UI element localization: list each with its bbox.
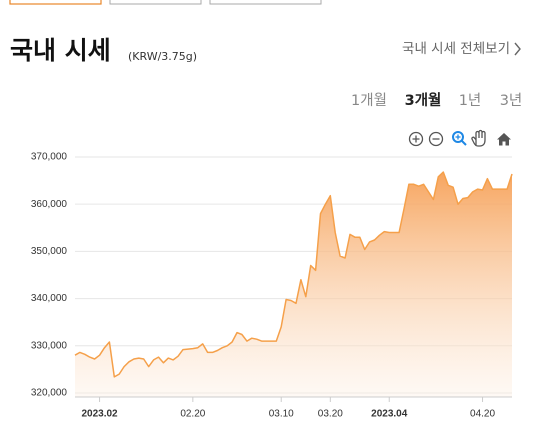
tab[interactable] (209, 0, 322, 5)
y-tick-label: 320,000 (31, 388, 68, 399)
x-tick-label: 02.20 (180, 409, 205, 420)
magnifier-icon[interactable] (452, 131, 467, 146)
chevron-icon[interactable] (514, 42, 521, 56)
period-button[interactable]: 1개월 (351, 92, 387, 109)
y-tick-label: 330,000 (31, 340, 68, 351)
y-tick-label: 370,000 (31, 152, 68, 163)
zoom-out-icon[interactable] (428, 131, 444, 147)
area-fill (75, 172, 512, 397)
pan-icon[interactable] (471, 129, 486, 147)
period-button[interactable]: 1년 (459, 92, 482, 109)
chart: 320,000 330,000 340,000 350,000 360,000 370,0… (31, 152, 513, 420)
price-line (74, 171, 513, 378)
y-tick-label: 350,000 (31, 246, 68, 257)
period-button[interactable]: 3개월 (405, 92, 442, 109)
y-tick-label: 340,000 (31, 293, 68, 304)
y-tick-label: 360,000 (31, 199, 68, 210)
zoom-in-icon[interactable] (408, 131, 424, 147)
x-tick-label: 2023.04 (371, 409, 408, 420)
unit-label: (KRW/3.75g) (128, 50, 197, 63)
x-tick-label: 2023.02 (81, 409, 118, 420)
x-tick-label: 04.20 (470, 409, 495, 420)
page-title: 국내 시세 (10, 36, 111, 65)
toolbar (408, 129, 511, 147)
tab[interactable] (109, 0, 202, 5)
x-tick-label: 03.20 (318, 409, 343, 420)
x-tick-label: 03.10 (269, 409, 294, 420)
period-selector: 1개월 3개월 1년 3년 (351, 92, 522, 109)
tab[interactable] (9, 0, 102, 5)
home-icon[interactable] (497, 133, 511, 146)
view-all-link[interactable]: 국내 시세 전체보기 (402, 41, 510, 57)
period-button[interactable]: 3년 (500, 92, 523, 109)
